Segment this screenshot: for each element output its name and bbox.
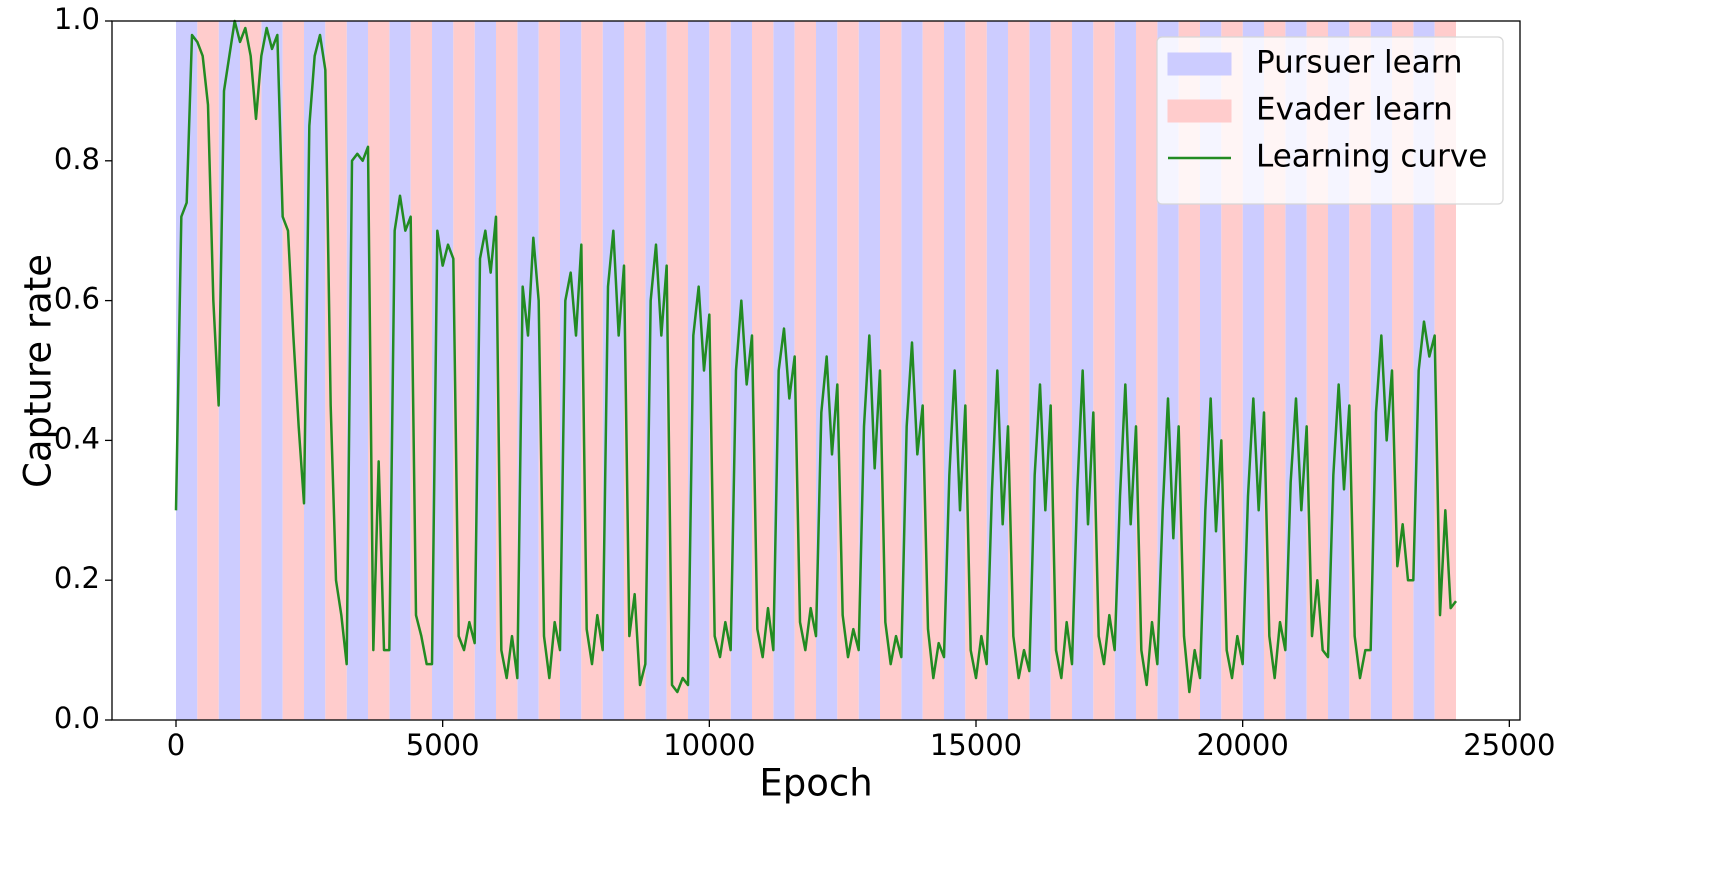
legend-swatch	[1167, 99, 1232, 123]
y-tick-label: 0.6	[54, 282, 100, 316]
y-tick-label: 1.0	[54, 2, 100, 36]
legend: Pursuer learn Evader learn Learning curve	[1156, 36, 1504, 205]
phase-span	[240, 21, 262, 720]
phase-span	[624, 21, 646, 720]
phase-span	[773, 21, 795, 720]
phase-span	[922, 21, 944, 720]
phase-span	[304, 21, 326, 720]
phase-span	[858, 21, 880, 720]
phase-span	[560, 21, 582, 720]
phase-span	[837, 21, 859, 720]
phase-span	[325, 21, 347, 720]
phase-span	[538, 21, 560, 720]
phase-span	[261, 21, 283, 720]
phase-span	[389, 21, 411, 720]
phase-span	[666, 21, 688, 720]
legend-label: Pursuer learn	[1256, 45, 1463, 81]
x-tick-label: 25000	[1463, 728, 1555, 762]
phase-span	[794, 21, 816, 720]
phase-span	[645, 21, 667, 720]
legend-label: Evader learn	[1256, 92, 1453, 128]
phase-span	[453, 21, 475, 720]
phase-span	[1008, 21, 1030, 720]
phase-span	[176, 21, 198, 720]
learning-curve	[174, 19, 1457, 694]
phase-span	[1029, 21, 1051, 720]
x-tick-label: 20000	[1197, 728, 1289, 762]
phase-span	[197, 21, 219, 720]
legend-swatch	[1167, 52, 1232, 76]
x-axis-label: Epoch	[759, 762, 872, 805]
legend-label: Learning curve	[1256, 139, 1487, 175]
x-tick-label: 5000	[406, 728, 480, 762]
phase-span	[709, 21, 731, 720]
phase-span	[496, 21, 518, 720]
phase-span	[752, 21, 774, 720]
phase-span	[688, 21, 710, 720]
phase-span	[474, 21, 496, 720]
x-tick-label: 10000	[663, 728, 755, 762]
phase-span	[1114, 21, 1136, 720]
y-tick-label: 0.8	[54, 142, 100, 176]
phase-span	[517, 21, 539, 720]
phase-span	[602, 21, 624, 720]
phase-span	[880, 21, 902, 720]
phase-span	[1136, 21, 1158, 720]
phase-span	[432, 21, 454, 720]
tick-layer: 0 5000 10000 15000 20000 25000 0.0 0.2 0.4 0.6 0.8…	[54, 2, 1556, 762]
y-tick-label: 0.2	[54, 561, 100, 595]
phase-span	[1050, 21, 1072, 720]
phase-span	[282, 21, 304, 720]
phase-span	[1093, 21, 1115, 720]
phase-span	[730, 21, 752, 720]
x-tick-label: 15000	[930, 728, 1022, 762]
phase-span	[218, 21, 240, 720]
phase-span	[581, 21, 603, 720]
y-tick-label: 0.4	[54, 421, 100, 455]
line-layer	[174, 19, 1457, 694]
y-tick-label: 0.0	[54, 701, 100, 735]
y-axis-label: Capture rate	[17, 254, 60, 488]
phase-span	[901, 21, 923, 720]
legend-box	[1156, 36, 1504, 205]
x-tick-label: 0	[167, 728, 185, 762]
phase-span	[965, 21, 987, 720]
plot-frame	[111, 20, 1521, 721]
